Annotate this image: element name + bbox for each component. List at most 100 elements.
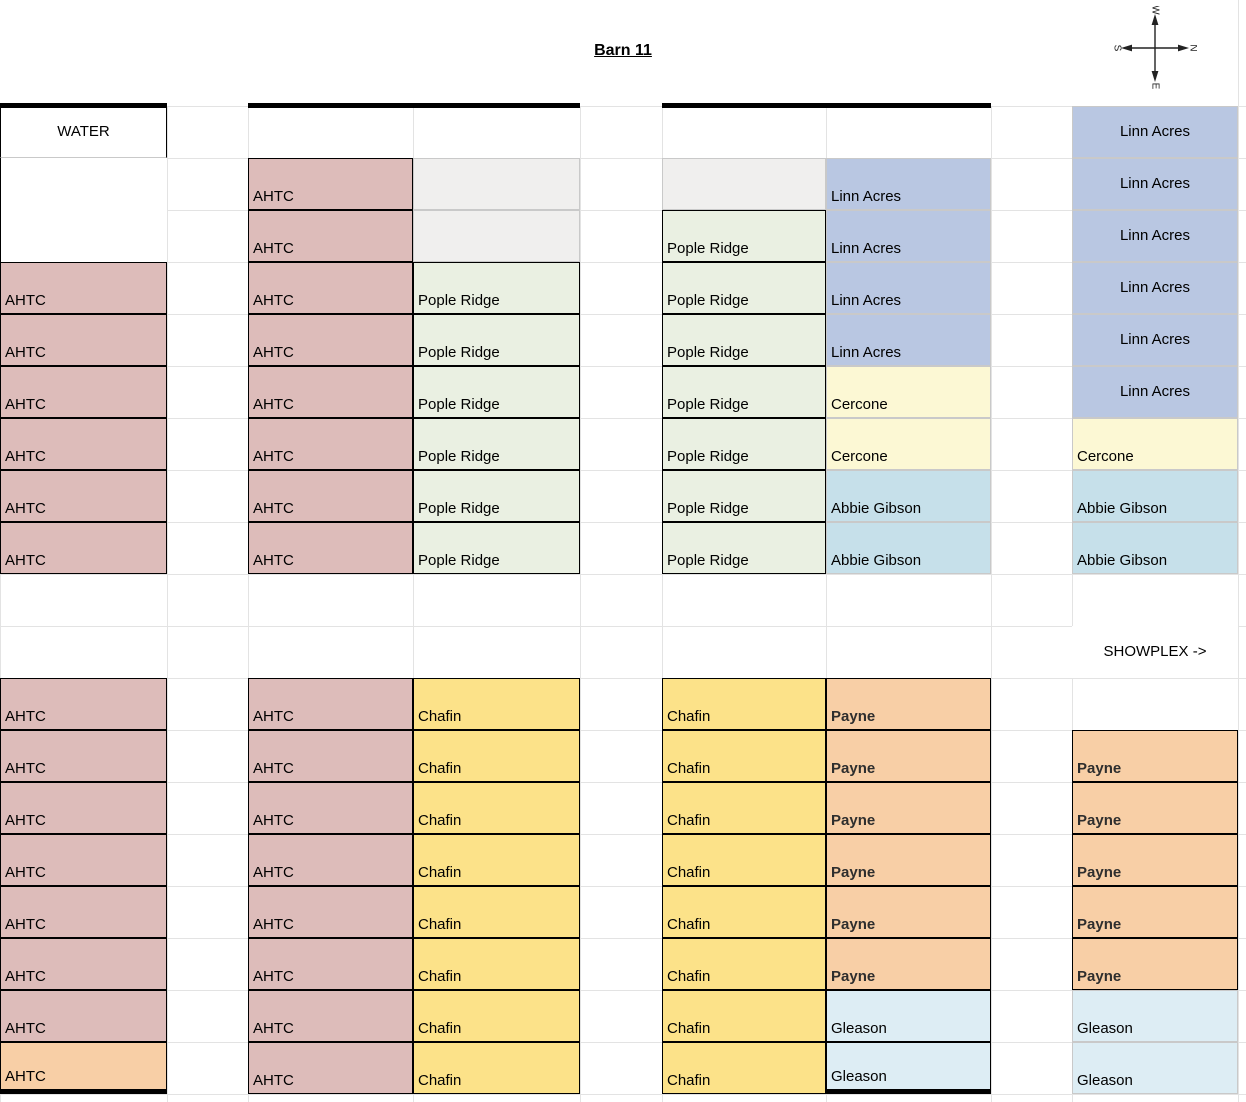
cell-F4[interactable]: Linn Acres: [1072, 262, 1238, 314]
cell-D12[interactable]: Chafin: [662, 678, 826, 730]
cell-D8[interactable]: Pople Ridge: [662, 470, 826, 522]
cell-B18[interactable]: AHTC: [248, 990, 413, 1042]
cell-C14[interactable]: Chafin: [413, 782, 580, 834]
cell-D19[interactable]: Chafin: [662, 1042, 826, 1094]
cell-F5[interactable]: Linn Acres: [1072, 314, 1238, 366]
cell-E19[interactable]: Gleason: [826, 1042, 991, 1094]
cell-A18[interactable]: AHTC: [0, 990, 167, 1042]
cell-B13[interactable]: AHTC: [248, 730, 413, 782]
cell-B16[interactable]: AHTC: [248, 886, 413, 938]
cell-A19[interactable]: AHTC: [0, 1042, 167, 1094]
cell-E12[interactable]: Payne: [826, 678, 991, 730]
cell-F2[interactable]: Linn Acres: [1072, 158, 1238, 210]
cell-E5[interactable]: Linn Acres: [826, 314, 991, 366]
cell-F3[interactable]: Linn Acres: [1072, 210, 1238, 262]
cell-A2[interactable]: [0, 158, 167, 210]
cell-A17[interactable]: AHTC: [0, 938, 167, 990]
cell-D4[interactable]: Pople Ridge: [662, 262, 826, 314]
cell-E4[interactable]: Linn Acres: [826, 262, 991, 314]
cell-A8[interactable]: AHTC: [0, 470, 167, 522]
cell-C18[interactable]: Chafin: [413, 990, 580, 1042]
cell-B3[interactable]: AHTC: [248, 210, 413, 262]
cell-E18[interactable]: Gleason: [826, 990, 991, 1042]
cell-C7[interactable]: Pople Ridge: [413, 418, 580, 470]
cell-A5[interactable]: AHTC: [0, 314, 167, 366]
cell-F17[interactable]: Payne: [1072, 938, 1238, 990]
cell-F6[interactable]: Linn Acres: [1072, 366, 1238, 418]
cell-F19[interactable]: Gleason: [1072, 1042, 1238, 1094]
cell-B17[interactable]: AHTC: [248, 938, 413, 990]
cell-F15[interactable]: Payne: [1072, 834, 1238, 886]
cell-E15[interactable]: Payne: [826, 834, 991, 886]
cell-A3[interactable]: [0, 210, 167, 262]
cell-D3[interactable]: Pople Ridge: [662, 210, 826, 262]
cell-F8[interactable]: Abbie Gibson: [1072, 470, 1238, 522]
cell-A15[interactable]: AHTC: [0, 834, 167, 886]
cell-D2[interactable]: [662, 158, 826, 210]
cell-E17[interactable]: Payne: [826, 938, 991, 990]
cell-C6[interactable]: Pople Ridge: [413, 366, 580, 418]
cell-A14[interactable]: AHTC: [0, 782, 167, 834]
cell-B15[interactable]: AHTC: [248, 834, 413, 886]
cell-C5[interactable]: Pople Ridge: [413, 314, 580, 366]
cell-D18[interactable]: Chafin: [662, 990, 826, 1042]
cell-E9[interactable]: Abbie Gibson: [826, 522, 991, 574]
cell-E3[interactable]: Linn Acres: [826, 210, 991, 262]
compass-arrow-down: [1151, 71, 1159, 82]
compass-arrow-up: [1151, 14, 1159, 25]
cell-B12[interactable]: AHTC: [248, 678, 413, 730]
cell-A12[interactable]: AHTC: [0, 678, 167, 730]
cell-C2[interactable]: [413, 158, 580, 210]
cell-D15[interactable]: Chafin: [662, 834, 826, 886]
cell-C19[interactable]: Chafin: [413, 1042, 580, 1094]
cell-D9[interactable]: Pople Ridge: [662, 522, 826, 574]
cell-B2[interactable]: AHTC: [248, 158, 413, 210]
cell-D7[interactable]: Pople Ridge: [662, 418, 826, 470]
cell-C17[interactable]: Chafin: [413, 938, 580, 990]
cell-E7[interactable]: Cercone: [826, 418, 991, 470]
cell-A13[interactable]: AHTC: [0, 730, 167, 782]
cell-F18[interactable]: Gleason: [1072, 990, 1238, 1042]
cell-F14[interactable]: Payne: [1072, 782, 1238, 834]
cell-B6[interactable]: AHTC: [248, 366, 413, 418]
cell-B14[interactable]: AHTC: [248, 782, 413, 834]
cell-C15[interactable]: Chafin: [413, 834, 580, 886]
cell-C8[interactable]: Pople Ridge: [413, 470, 580, 522]
cell-B8[interactable]: AHTC: [248, 470, 413, 522]
cell-B5[interactable]: AHTC: [248, 314, 413, 366]
cell-F1[interactable]: Linn Acres: [1072, 106, 1238, 158]
cell-E8[interactable]: Abbie Gibson: [826, 470, 991, 522]
cell-E2[interactable]: Linn Acres: [826, 158, 991, 210]
cell-C4[interactable]: Pople Ridge: [413, 262, 580, 314]
cell-D16[interactable]: Chafin: [662, 886, 826, 938]
cell-E13[interactable]: Payne: [826, 730, 991, 782]
cell-E6[interactable]: Cercone: [826, 366, 991, 418]
cell-F11[interactable]: SHOWPLEX ->: [1072, 626, 1238, 678]
cell-D17[interactable]: Chafin: [662, 938, 826, 990]
cell-B9[interactable]: AHTC: [248, 522, 413, 574]
cell-A6[interactable]: AHTC: [0, 366, 167, 418]
cell-D5[interactable]: Pople Ridge: [662, 314, 826, 366]
cell-C3[interactable]: [413, 210, 580, 262]
cell-C9[interactable]: Pople Ridge: [413, 522, 580, 574]
cell-C12[interactable]: Chafin: [413, 678, 580, 730]
cell-B7[interactable]: AHTC: [248, 418, 413, 470]
cell-D14[interactable]: Chafin: [662, 782, 826, 834]
cell-A1[interactable]: WATER: [0, 106, 167, 158]
cell-A16[interactable]: AHTC: [0, 886, 167, 938]
cell-E16[interactable]: Payne: [826, 886, 991, 938]
cell-D6[interactable]: Pople Ridge: [662, 366, 826, 418]
cell-E14[interactable]: Payne: [826, 782, 991, 834]
cell-A9[interactable]: AHTC: [0, 522, 167, 574]
cell-A7[interactable]: AHTC: [0, 418, 167, 470]
cell-F16[interactable]: Payne: [1072, 886, 1238, 938]
cell-F9[interactable]: Abbie Gibson: [1072, 522, 1238, 574]
cell-B4[interactable]: AHTC: [248, 262, 413, 314]
cell-C13[interactable]: Chafin: [413, 730, 580, 782]
cell-C16[interactable]: Chafin: [413, 886, 580, 938]
cell-F13[interactable]: Payne: [1072, 730, 1238, 782]
cell-F7[interactable]: Cercone: [1072, 418, 1238, 470]
cell-A4[interactable]: AHTC: [0, 262, 167, 314]
cell-D13[interactable]: Chafin: [662, 730, 826, 782]
cell-B19[interactable]: AHTC: [248, 1042, 413, 1094]
